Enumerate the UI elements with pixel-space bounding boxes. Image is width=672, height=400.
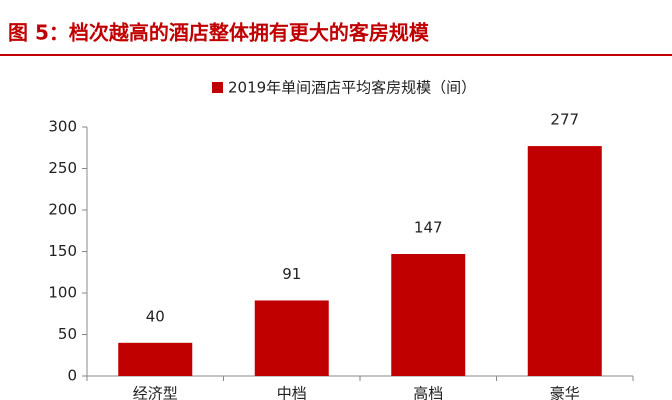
x-tick-label: 中档 <box>277 385 307 400</box>
y-tick-label: 300 <box>48 118 77 136</box>
y-tick-label: 200 <box>48 201 77 219</box>
bar <box>254 300 329 376</box>
data-label: 147 <box>414 218 443 236</box>
y-tick-label: 150 <box>48 242 77 260</box>
x-tick-label: 经济型 <box>133 385 178 400</box>
x-tick-label: 高档 <box>413 385 443 400</box>
legend-label: 2019年单间酒店平均客房规模（间） <box>228 79 476 97</box>
y-tick-label: 100 <box>48 284 77 302</box>
bar <box>391 253 466 376</box>
y-tick-label: 0 <box>67 367 77 385</box>
chart-title: 图 5：档次越高的酒店整体拥有更大的客房规模 <box>8 21 430 45</box>
data-label: 40 <box>146 307 165 325</box>
y-tick-label: 250 <box>48 159 77 177</box>
legend-swatch <box>212 82 223 93</box>
y-tick-label: 50 <box>58 325 77 343</box>
data-label: 277 <box>550 111 579 129</box>
bar <box>118 342 193 376</box>
bar <box>527 146 602 376</box>
x-tick-label: 豪华 <box>550 385 580 400</box>
data-label: 91 <box>282 265 301 283</box>
